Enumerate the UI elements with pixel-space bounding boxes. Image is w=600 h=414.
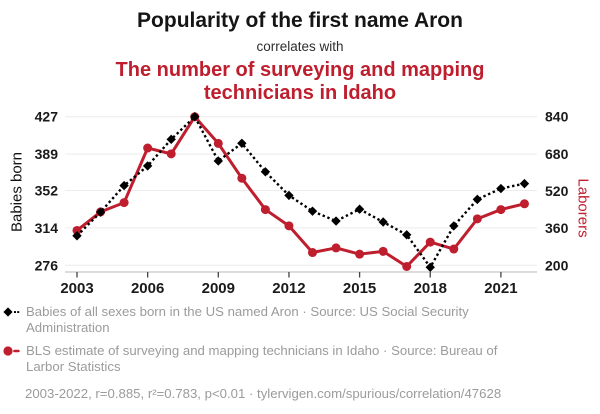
right-axis-title: Laborers bbox=[574, 178, 592, 238]
x-tick-label: 2015 bbox=[343, 280, 376, 297]
circle-marker bbox=[355, 249, 365, 259]
diamond-marker bbox=[260, 167, 271, 177]
circle-marker bbox=[237, 173, 247, 183]
diamond-marker bbox=[72, 231, 82, 241]
circle-marker bbox=[284, 221, 294, 231]
diamond-marker bbox=[378, 217, 388, 227]
diamond-marker bbox=[307, 206, 318, 216]
diamond-marker bbox=[237, 138, 247, 148]
correlates-with-text: correlates with bbox=[256, 39, 344, 54]
diamond-marker bbox=[331, 216, 341, 226]
circle-marker bbox=[166, 149, 176, 159]
circle-marker bbox=[519, 199, 529, 209]
left-tick-label: 276 bbox=[35, 257, 59, 273]
right-tick-label: 840 bbox=[545, 109, 569, 125]
diamond-marker bbox=[354, 204, 365, 214]
right-tick-label: 360 bbox=[545, 220, 569, 236]
left-tick-label: 427 bbox=[35, 109, 59, 125]
circle-marker bbox=[143, 143, 153, 153]
circle-marker bbox=[308, 248, 317, 258]
circle-marker bbox=[472, 214, 482, 224]
circle-marker bbox=[331, 243, 341, 253]
legend-item-babies: Babies of all sexes born in the US named… bbox=[3, 304, 593, 335]
circle-marker bbox=[213, 138, 223, 148]
diamond-marker bbox=[449, 221, 459, 231]
diamond-marker bbox=[142, 161, 153, 171]
x-tick-label: 2003 bbox=[60, 280, 93, 297]
diamond-marker bbox=[402, 230, 412, 240]
diamond-marker bbox=[119, 180, 129, 191]
circle-marker bbox=[496, 205, 506, 215]
right-tick-label: 520 bbox=[545, 183, 569, 199]
stats-footer: 2003-2022, r=0.885, r²=0.783, p<0.01 · t… bbox=[25, 386, 502, 401]
x-tick-label: 2018 bbox=[414, 280, 447, 297]
circle-marker bbox=[449, 244, 459, 254]
x-tick-label: 2009 bbox=[202, 280, 235, 297]
left-tick-label: 352 bbox=[35, 183, 59, 199]
diamond-marker bbox=[213, 156, 223, 166]
circle-solid-icon bbox=[3, 346, 20, 356]
diamond-dashed-icon bbox=[3, 307, 20, 317]
circle-marker bbox=[378, 246, 388, 256]
right-tick-label: 680 bbox=[545, 146, 569, 162]
diamond-marker bbox=[284, 190, 294, 201]
legend-label: Babies of all sexes born in the US named… bbox=[26, 304, 469, 335]
chart-subtitle: The number of surveying and mapping tech… bbox=[115, 59, 485, 104]
circle-marker bbox=[119, 198, 129, 208]
diamond-marker bbox=[425, 262, 435, 272]
diamond-marker bbox=[472, 194, 483, 205]
circle-marker bbox=[260, 205, 270, 215]
right-tick-label: 200 bbox=[545, 257, 569, 273]
circle-marker bbox=[425, 237, 435, 247]
diamond-marker bbox=[166, 134, 176, 145]
chart-title: Popularity of the first name Aron bbox=[137, 9, 463, 32]
diamond-marker bbox=[496, 183, 506, 194]
series-line-circle bbox=[76, 114, 525, 269]
left-tick-label: 314 bbox=[35, 220, 59, 236]
circle-marker bbox=[402, 261, 412, 271]
x-tick-label: 2006 bbox=[131, 280, 164, 297]
chart-canvas: 2003 2006 2009 2012 2015 2018 2021 276 314 352 389… bbox=[35, 109, 569, 297]
legend: Babies of all sexes born in the US named… bbox=[3, 304, 593, 382]
chart-area: 2003 2006 2009 2012 2015 2018 2021 276 314 352 389… bbox=[0, 100, 600, 300]
legend-item-laborers: BLS estimate of surveying and mapping te… bbox=[3, 343, 593, 374]
x-tick-label: 2021 bbox=[484, 280, 517, 297]
left-axis-title: Babies born bbox=[8, 151, 26, 233]
series-line-diamond bbox=[76, 114, 525, 270]
left-tick-label: 389 bbox=[35, 146, 59, 162]
x-tick-label: 2012 bbox=[272, 280, 305, 297]
chart-header: Popularity of the first name Aron correl… bbox=[0, 0, 600, 105]
diamond-marker bbox=[519, 178, 530, 189]
diamond-marker bbox=[95, 207, 106, 217]
diamond-marker bbox=[190, 112, 200, 122]
legend-label: BLS estimate of surveying and mapping te… bbox=[26, 343, 498, 374]
circle-marker bbox=[72, 225, 82, 235]
